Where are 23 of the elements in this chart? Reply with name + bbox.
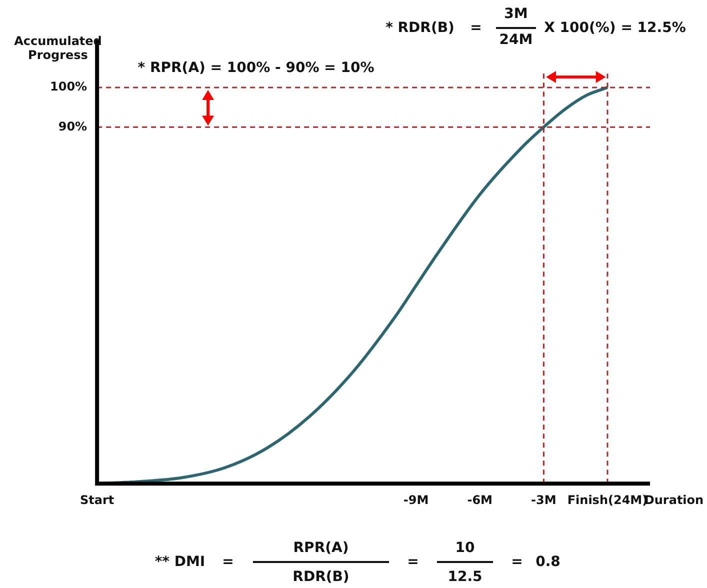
- text: =: [222, 554, 234, 570]
- y-tick-label: 90%: [58, 119, 88, 134]
- text: =: [511, 554, 523, 570]
- text: =: [470, 20, 482, 36]
- text: * RDR(B): [386, 20, 454, 36]
- y-axis-title: Accumulated Progress: [13, 34, 103, 62]
- text: X 100(%) = 12.5%: [544, 20, 686, 36]
- x-tick-label: -6M: [467, 492, 493, 507]
- text: 12.5: [448, 569, 482, 585]
- text: RDR(B): [292, 569, 350, 585]
- text: 10: [455, 540, 475, 556]
- x-tick-label: -3M: [531, 492, 556, 507]
- x-tick-label: -9M: [403, 492, 429, 507]
- y-tick-label: 100%: [50, 80, 88, 94]
- x-axis-title: Duration: [644, 492, 704, 507]
- x-tick-label: Start: [80, 492, 114, 507]
- text: ** DMI: [154, 554, 206, 570]
- annotation: * RPR(A) = 100% - 90% = 10%: [138, 60, 374, 76]
- text: 0.8: [536, 554, 560, 570]
- text: 3M: [504, 6, 528, 22]
- annotation: 24M: [499, 32, 533, 48]
- text: RPR(A): [293, 540, 349, 556]
- text: =: [407, 554, 419, 570]
